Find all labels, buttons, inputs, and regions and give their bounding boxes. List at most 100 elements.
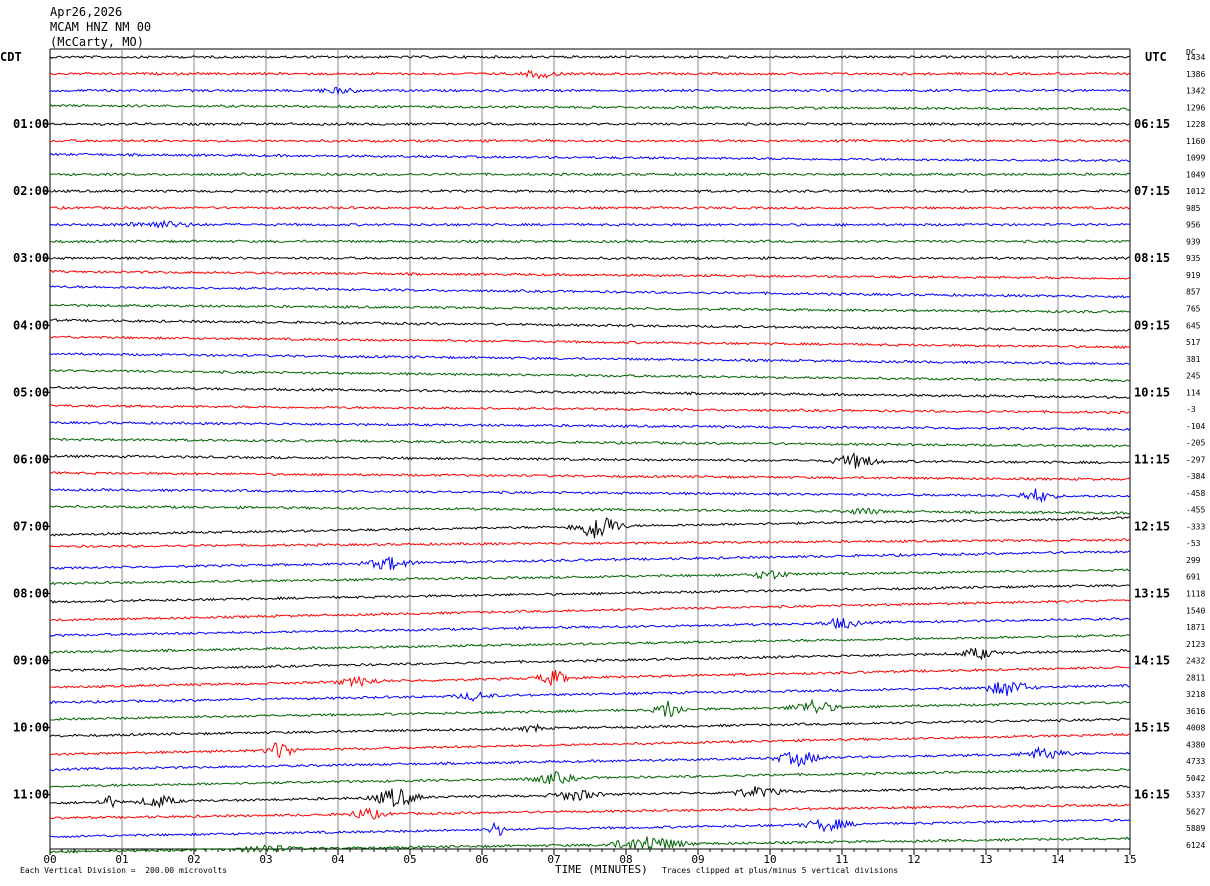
left-hour-label: 06:00	[13, 452, 49, 466]
dc-value-label: 857	[1186, 288, 1201, 297]
right-hour-label: 11:15	[1134, 452, 1170, 466]
dc-value-label: 517	[1186, 338, 1201, 347]
left-hour-label: 04:00	[13, 318, 49, 332]
dc-value-label: 6124	[1186, 841, 1205, 850]
trace-line	[49, 583, 1131, 604]
dc-value-label: 919	[1186, 271, 1201, 280]
trace-line	[49, 717, 1131, 738]
right-hour-label: 12:15	[1134, 519, 1170, 533]
trace-line	[49, 488, 1131, 504]
grid-layer	[44, 48, 1131, 855]
right-hour-label: 08:15	[1134, 251, 1170, 265]
dc-value-label: 245	[1186, 372, 1201, 381]
trace-line	[49, 188, 1131, 194]
header-station: MCAM HNZ NM 00	[50, 20, 152, 34]
trace-line	[49, 256, 1131, 261]
dc-value-label: 5042	[1186, 774, 1205, 783]
dc-value-label: 4380	[1186, 740, 1205, 749]
x-tick-label: 15	[1123, 853, 1136, 866]
x-tick-label: 04	[331, 853, 345, 866]
trace-line	[49, 647, 1131, 672]
label-layer: 00 01 02 03 04 05 06 07 08 09 10 11 12 13 14 15 1434 1386…	[13, 53, 1205, 866]
dc-value-label: 2811	[1186, 673, 1205, 682]
trace-line	[49, 437, 1131, 448]
dc-value-label: 1049	[1186, 170, 1205, 179]
dc-value-label: 1342	[1186, 87, 1205, 96]
dc-value-label: 1228	[1186, 120, 1205, 129]
trace-line	[49, 768, 1131, 788]
dc-value-label: 3218	[1186, 690, 1205, 699]
trace-line	[49, 205, 1131, 211]
right-hour-label: 10:15	[1134, 385, 1170, 399]
dc-value-label: -53	[1186, 539, 1201, 548]
dc-value-label: 1540	[1186, 606, 1205, 615]
trace-line	[49, 285, 1131, 299]
dc-value-label: -104	[1186, 422, 1205, 431]
trace-line	[49, 550, 1131, 571]
dc-value-label: 939	[1186, 237, 1201, 246]
dc-value-label: -455	[1186, 506, 1205, 515]
trace-line	[49, 86, 1131, 96]
trace-layer	[49, 54, 1131, 854]
dc-value-label: 1871	[1186, 623, 1205, 632]
dc-value-label: 5337	[1186, 791, 1205, 800]
x-tick-label: 13	[979, 853, 992, 866]
dc-value-label: 4733	[1186, 757, 1205, 766]
trace-line	[49, 681, 1130, 705]
left-hour-label: 03:00	[13, 251, 49, 265]
dc-value-label: 1012	[1186, 187, 1205, 196]
dc-value-label: 3616	[1186, 707, 1205, 716]
dc-value-label: 5889	[1186, 824, 1205, 833]
trace-line	[49, 634, 1131, 654]
trace-line	[49, 470, 1131, 482]
x-tick-label: 02	[187, 853, 200, 866]
dc-value-label: 765	[1186, 304, 1201, 313]
dc-value-label: 956	[1186, 221, 1201, 230]
x-tick-label: 10	[763, 853, 776, 866]
dc-value-label: 5627	[1186, 807, 1205, 816]
dc-value-label: -205	[1186, 439, 1205, 448]
trace-line	[49, 318, 1131, 332]
dc-value-label: 1296	[1186, 103, 1205, 112]
trace-line	[49, 504, 1131, 515]
x-tick-label: 14	[1051, 853, 1065, 866]
dc-value-label: 299	[1186, 556, 1201, 565]
x-axis-label: TIME (MINUTES)	[555, 863, 648, 876]
dc-value-label: 1099	[1186, 154, 1205, 163]
trace-line	[49, 335, 1131, 350]
trace-line	[49, 404, 1131, 415]
dc-value-label: 691	[1186, 573, 1201, 582]
trace-line	[49, 818, 1131, 839]
footer-clip-note: Traces clipped at plus/minus 5 vertical …	[662, 866, 899, 875]
trace-line	[49, 516, 1131, 539]
x-tick-label: 09	[691, 853, 704, 866]
x-tick-label: 11	[835, 853, 848, 866]
dc-value-label: 2123	[1186, 640, 1205, 649]
right-hour-label: 06:15	[1134, 117, 1170, 131]
left-hour-label: 02:00	[13, 184, 49, 198]
dc-value-label: 1160	[1186, 137, 1205, 146]
trace-line	[49, 138, 1131, 143]
x-tick-label: 00	[43, 853, 56, 866]
trace-line	[49, 369, 1131, 383]
left-hour-label: 11:00	[13, 788, 49, 802]
left-timezone-label: CDT	[0, 50, 22, 64]
trace-line	[49, 666, 1131, 689]
x-tick-label: 08	[619, 853, 632, 866]
right-hour-label: 09:15	[1134, 318, 1170, 332]
right-hour-label: 15:15	[1134, 721, 1170, 735]
dc-value-label: 1386	[1186, 70, 1205, 79]
left-hour-label: 07:00	[13, 519, 49, 533]
trace-line	[49, 803, 1131, 820]
dc-value-label: 645	[1186, 321, 1201, 330]
trace-line	[49, 352, 1131, 366]
trace-line	[49, 54, 1131, 60]
trace-line	[49, 172, 1131, 177]
x-tick-label: 05	[403, 853, 416, 866]
trace-line	[49, 69, 1131, 80]
trace-line	[49, 303, 1131, 314]
header-date: Apr26,2026	[50, 5, 123, 19]
left-hour-label: 05:00	[13, 385, 49, 399]
dc-value-label: -297	[1186, 455, 1205, 464]
trace-line	[49, 745, 1131, 772]
